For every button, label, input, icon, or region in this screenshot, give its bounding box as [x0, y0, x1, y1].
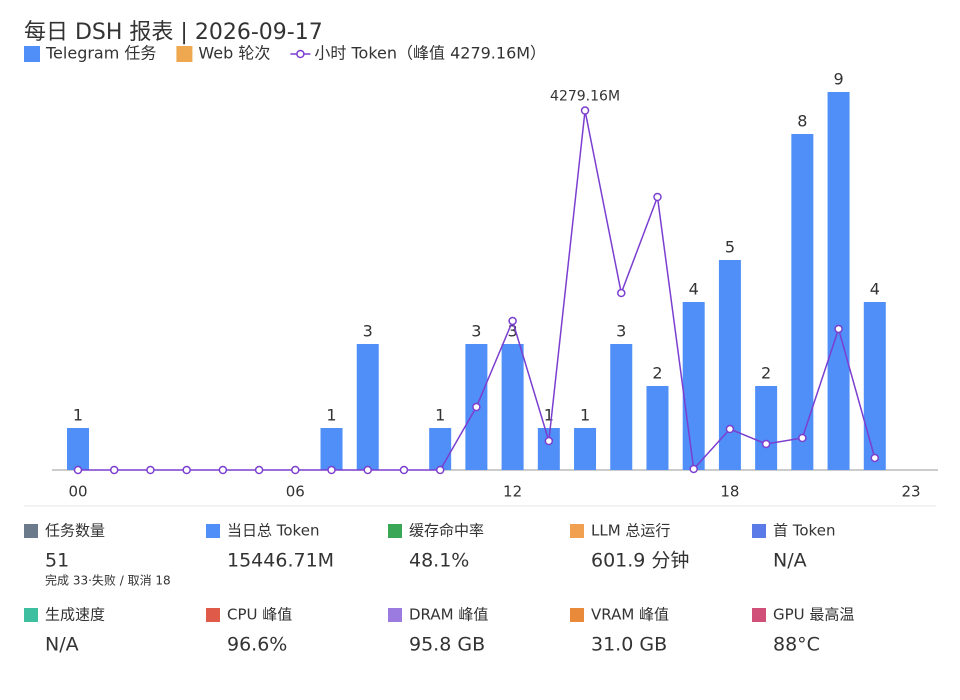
token-point — [109, 465, 119, 475]
x-tick-label: 12 — [503, 483, 522, 501]
token-point — [327, 465, 336, 475]
bar-value-label: 4 — [870, 280, 880, 299]
bar — [537, 428, 560, 470]
stat-value: 48.1% — [409, 550, 469, 572]
token-point — [580, 106, 590, 115]
bar-value-label: 3 — [363, 322, 373, 341]
x-tick-label: 23 — [901, 483, 920, 501]
bar-value-label: 2 — [761, 364, 771, 383]
stat-label: GPU 最高温 — [773, 606, 854, 624]
stat-swatch — [24, 608, 38, 622]
bar — [791, 134, 814, 470]
stat-value: 88°C — [773, 634, 820, 656]
stat-value: 31.0 GB — [591, 634, 667, 656]
legend-marker — [296, 49, 305, 59]
stat-swatch — [752, 608, 766, 622]
bar-value-label: 5 — [725, 238, 735, 257]
stat-label: VRAM 峰值 — [591, 606, 669, 624]
stat-swatch — [206, 524, 220, 538]
legend-label: Web 轮次 — [198, 44, 270, 63]
stat-label: 首 Token — [773, 522, 835, 540]
stat-swatch — [388, 608, 402, 622]
token-point — [725, 424, 735, 434]
token-point — [182, 465, 191, 475]
token-point — [870, 453, 880, 463]
bar — [827, 92, 850, 470]
bar-value-label: 8 — [797, 112, 807, 131]
bar — [320, 428, 343, 470]
bar — [429, 428, 452, 470]
legend-label: 小时 Token（峰值 4279.16M） — [314, 44, 546, 63]
token-point — [761, 439, 771, 449]
stat-label: DRAM 峰值 — [409, 606, 488, 624]
x-tick-label: 00 — [68, 483, 87, 501]
token-point — [653, 192, 662, 202]
token-point — [73, 465, 83, 475]
token-peak-label: 4279.16M — [550, 89, 620, 105]
stat-value: 95.8 GB — [409, 634, 485, 656]
bar-value-label: 1 — [435, 406, 445, 425]
bar — [863, 302, 886, 470]
stat-value: 96.6% — [227, 634, 287, 656]
stat-label: LLM 总运行 — [591, 522, 670, 540]
token-point — [508, 316, 517, 326]
token-point — [834, 324, 843, 334]
stat-swatch — [206, 608, 220, 622]
bar — [501, 344, 524, 470]
token-point — [689, 464, 698, 474]
bar-value-label: 1 — [326, 406, 336, 425]
stat-swatch — [752, 524, 766, 538]
bar-value-label: 3 — [508, 322, 518, 341]
token-point — [798, 433, 807, 443]
stat-value: N/A — [773, 550, 807, 572]
x-tick-label: 18 — [720, 483, 739, 501]
chart-title: 每日 DSH 报表 | 2026-09-17 — [24, 20, 323, 45]
bar — [755, 386, 778, 470]
legend-swatch — [176, 46, 193, 62]
stat-value: 51 — [45, 550, 69, 572]
bar — [67, 428, 89, 470]
token-point — [544, 436, 554, 446]
bar — [682, 302, 705, 470]
stat-sub: 完成 33·失败 / 取消 18 — [45, 573, 171, 588]
stat-swatch — [570, 608, 584, 622]
stat-value: 15446.71M — [227, 550, 334, 572]
bar-value-label: 4 — [689, 280, 699, 299]
token-point — [435, 465, 445, 475]
bar-value-label: 1 — [544, 406, 554, 425]
token-point — [218, 465, 228, 475]
stat-value: N/A — [45, 634, 79, 656]
x-tick-label: 06 — [286, 483, 305, 501]
stat-label: 任务数量 — [45, 522, 105, 540]
bar-value-label: 1 — [580, 406, 590, 425]
stat-label: 生成速度 — [45, 606, 105, 624]
stat-swatch — [570, 524, 584, 538]
bar-value-label: 1 — [73, 406, 83, 425]
bar-value-label: 3 — [471, 322, 481, 341]
stat-label: 缓存命中率 — [409, 522, 484, 540]
legend-swatch — [24, 46, 40, 62]
token-point — [146, 465, 155, 475]
token-point — [399, 465, 409, 475]
legend-label: Telegram 任务 — [45, 44, 156, 63]
bar — [718, 260, 741, 470]
token-point — [363, 465, 372, 475]
token-point — [254, 465, 264, 475]
bar-value-label: 9 — [833, 70, 843, 89]
token-point — [617, 288, 626, 298]
bar-value-label: 2 — [652, 364, 662, 383]
bar — [574, 428, 597, 470]
stat-value: 601.9 分钟 — [591, 550, 689, 572]
stat-label: 当日总 Token — [227, 522, 319, 540]
token-point — [291, 465, 300, 475]
stat-swatch — [24, 524, 38, 538]
token-point — [472, 402, 481, 412]
bar — [610, 344, 633, 470]
bar — [356, 344, 379, 470]
bar-value-label: 3 — [616, 322, 626, 341]
stat-swatch — [388, 524, 402, 538]
bar — [646, 386, 669, 470]
stat-label: CPU 峰值 — [227, 606, 292, 624]
